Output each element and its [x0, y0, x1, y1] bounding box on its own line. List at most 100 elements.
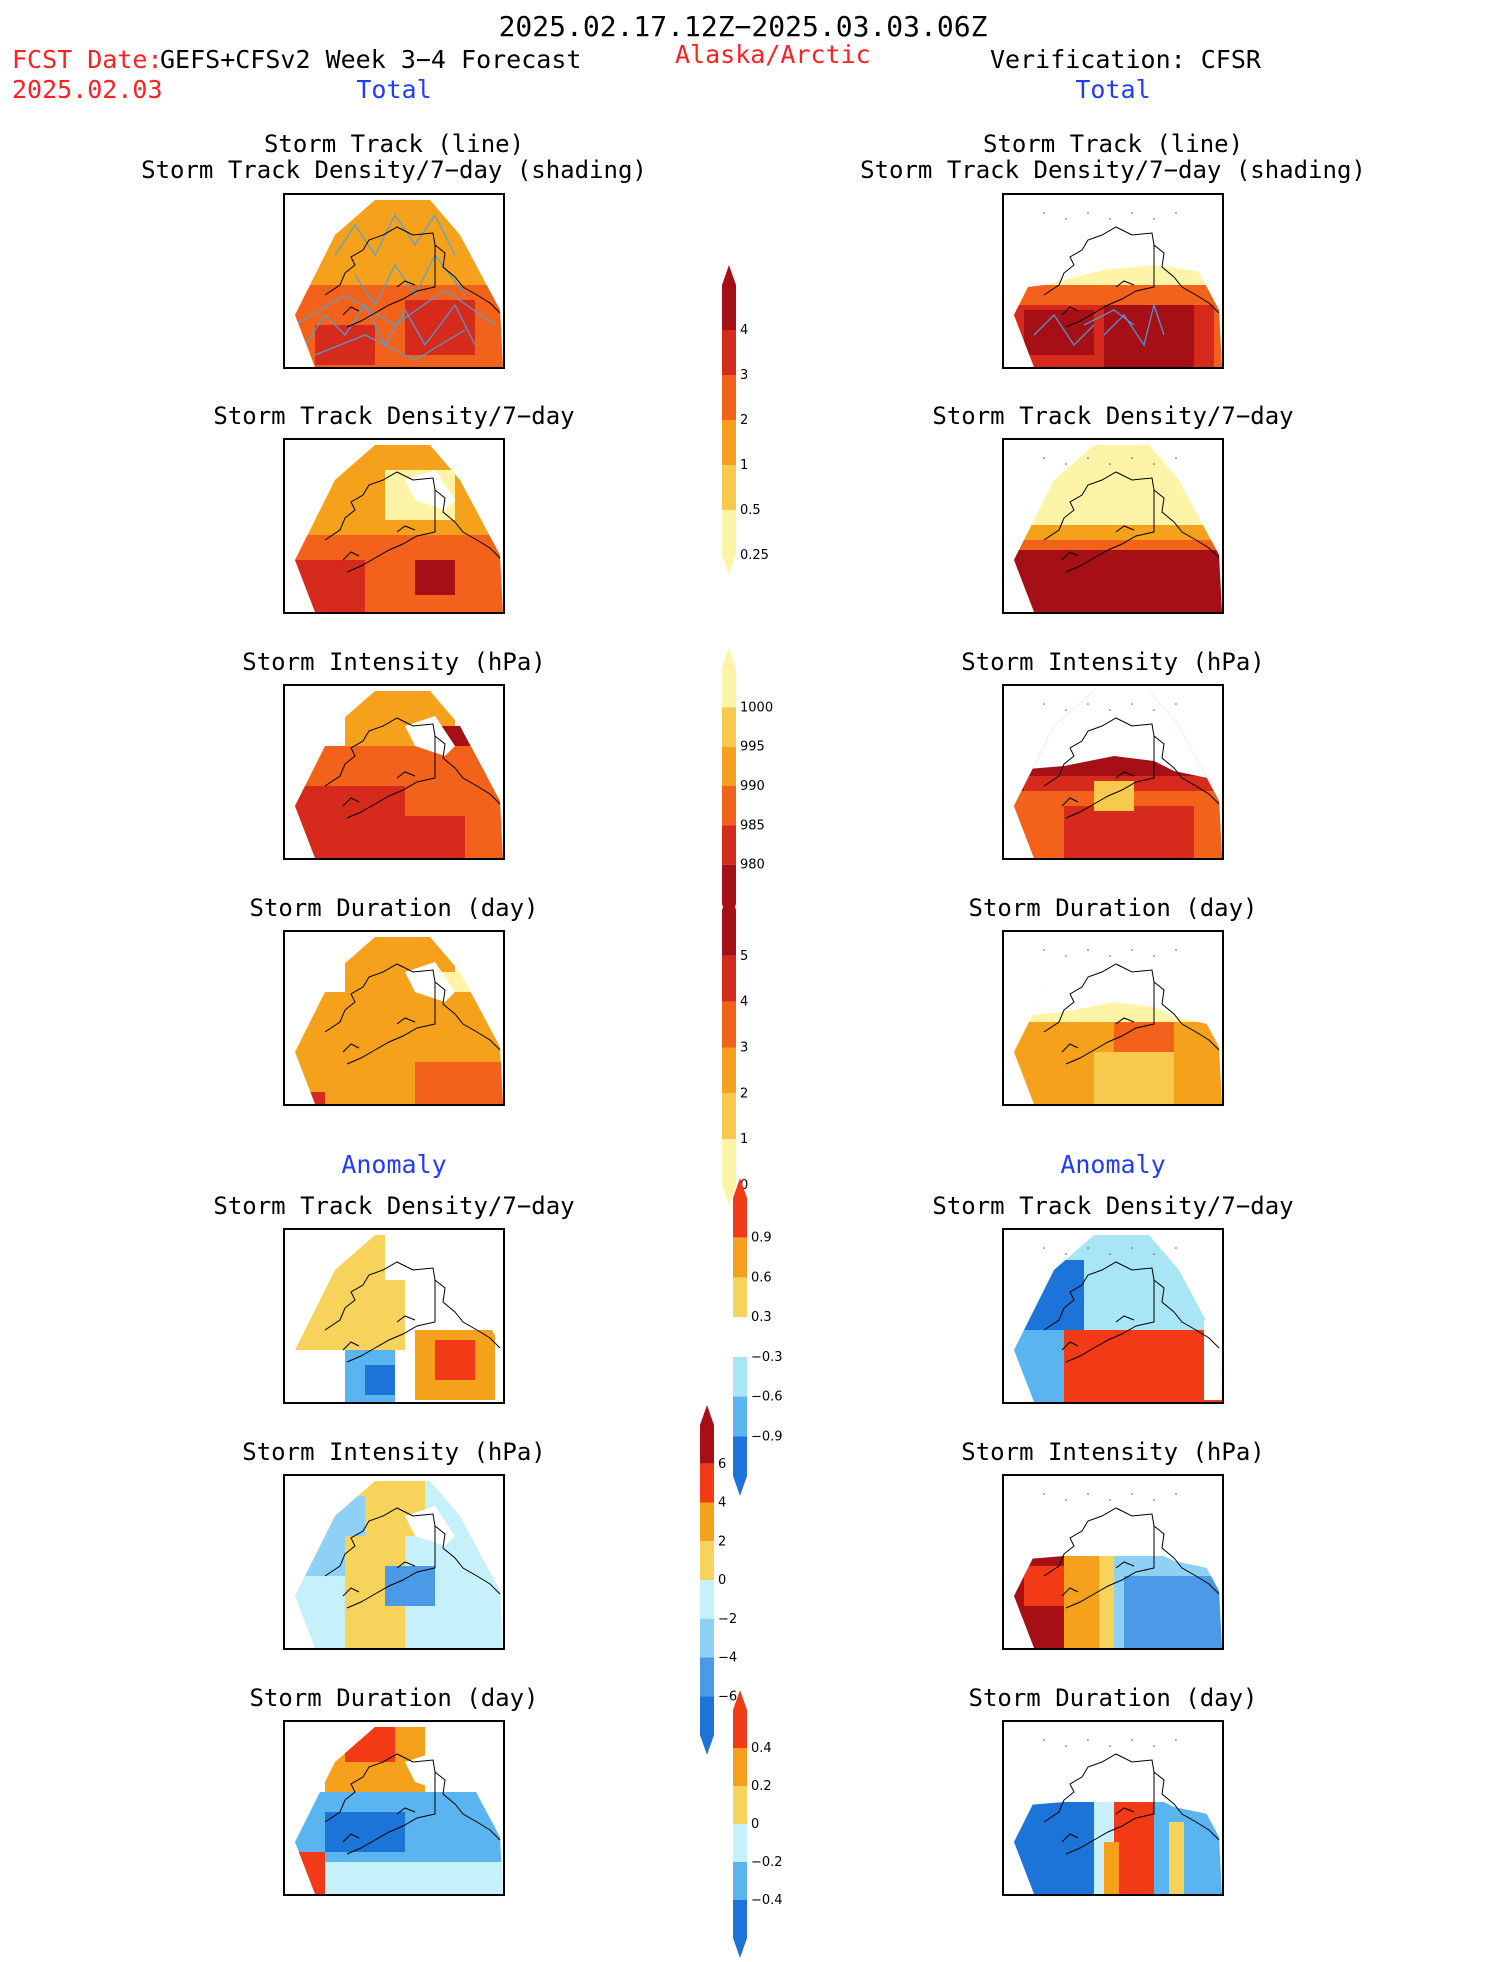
- right-title-duration: Storm Duration (day): [968, 894, 1258, 922]
- colorbar-segment: [733, 1748, 747, 1786]
- right-anomaly-heading: Anomaly: [1060, 1150, 1166, 1179]
- colorbar-bottom-tip: [700, 1735, 714, 1755]
- map-cfsr-intensity-anom: [1002, 1474, 1224, 1650]
- colorbar-tick-label: 0.2: [751, 1779, 772, 1794]
- colorbar-top-tip: [700, 1405, 714, 1425]
- colorbar-segment: [722, 510, 736, 555]
- map-cfsr-duration-anom: [1002, 1720, 1224, 1896]
- colorbar-tick-label: 4: [718, 1496, 726, 1511]
- map-fcst-intensity: [283, 684, 505, 860]
- colorbar-top-tip: [733, 1690, 747, 1710]
- colorbar-tick-label: 1: [740, 458, 748, 473]
- colorbar-segment: [722, 668, 736, 708]
- colorbar-segment: [722, 420, 736, 465]
- colorbar-tick-label: 2: [740, 413, 748, 428]
- colorbar-tick-label: 0: [740, 1178, 748, 1193]
- right-title-intensity-anom: Storm Intensity (hPa): [961, 1438, 1265, 1466]
- colorbar-tick-label: 5: [740, 949, 748, 964]
- colorbar-bottom-tip: [722, 1185, 736, 1205]
- forecast-model-label: GEFS+CFSv2 Week 3−4 Forecast: [160, 45, 582, 74]
- colorbar-tick-label: −0.4: [751, 1893, 783, 1908]
- right-title-track-line: Storm Track (line): [982, 130, 1244, 158]
- fcst-date-label: FCST Date:: [12, 45, 163, 74]
- colorbar-top-tip: [733, 1178, 747, 1198]
- colorbar-segment: [722, 707, 736, 747]
- colorbar-segment: [722, 375, 736, 420]
- colorbar-duration: 5 4 3 2 1 0: [722, 890, 782, 1209]
- colorbar-segment: [700, 1657, 714, 1697]
- colorbar-tick-label: −2: [718, 1612, 737, 1627]
- colorbar-tick-label: 1000: [740, 700, 773, 715]
- left-title-duration-anom: Storm Duration (day): [249, 1684, 539, 1712]
- colorbar-segment: [722, 1047, 736, 1094]
- colorbar-segment: [700, 1425, 714, 1464]
- left-title-intensity: Storm Intensity (hPa): [242, 648, 546, 676]
- colorbar-segment: [733, 1237, 747, 1278]
- map-fcst-duration: [283, 930, 505, 1106]
- colorbar-tick-label: 4: [740, 323, 748, 338]
- colorbar-segment: [722, 465, 736, 510]
- colorbar-bottom-tip: [733, 1938, 747, 1958]
- colorbar-intensity: 1000 995 990 985 980: [722, 648, 782, 928]
- map-fcst-track: [283, 193, 505, 369]
- colorbar-segment: [722, 864, 736, 904]
- map-fcst-density-anom: [283, 1228, 505, 1404]
- colorbar-segment: [722, 910, 736, 956]
- colorbar-tick-label: −0.6: [751, 1390, 783, 1405]
- colorbar-duration-anom: 0.4 0.2 0 −0.2 −0.4: [733, 1690, 793, 1962]
- map-cfsr-density: [1002, 438, 1224, 614]
- colorbar-bottom-tip: [722, 555, 736, 575]
- colorbar-tick-label: 0.3: [751, 1310, 772, 1325]
- left-title-duration: Storm Duration (day): [249, 894, 539, 922]
- colorbar-segment: [733, 1396, 747, 1437]
- colorbar-tick-label: 1: [740, 1132, 748, 1147]
- colorbar-top-tip: [722, 648, 736, 668]
- colorbar-tick-label: 3: [740, 368, 748, 383]
- colorbar-tick-label: 0.6: [751, 1270, 772, 1285]
- left-title-density: Storm Track Density/7−day: [213, 402, 575, 430]
- colorbar-tick-label: 2: [718, 1534, 726, 1549]
- left-title-track-line: Storm Track (line): [263, 130, 525, 158]
- colorbar-tick-label: 6: [718, 1457, 726, 1472]
- colorbar-density-anom: 0.9 0.6 0.3 −0.3 −0.6 −0.9: [733, 1178, 793, 1500]
- colorbar-tick-label: 980: [740, 858, 765, 873]
- left-title-density-anom: Storm Track Density/7−day: [213, 1192, 575, 1220]
- colorbar-segment: [733, 1317, 747, 1357]
- colorbar-segment: [733, 1356, 747, 1397]
- colorbar-tick-label: 0: [751, 1817, 759, 1832]
- colorbar-segment: [733, 1786, 747, 1824]
- verification-label: Verification: CFSR: [990, 45, 1261, 74]
- forecast-period-title: 2025.02.17.12Z−2025.03.03.06Z: [498, 10, 988, 43]
- colorbar-segment: [722, 1093, 736, 1140]
- colorbar-segment: [722, 955, 736, 1002]
- colorbar-segment: [700, 1696, 714, 1735]
- colorbar-segment: [733, 1436, 747, 1476]
- map-cfsr-duration: [1002, 930, 1224, 1106]
- colorbar-top-tip: [722, 890, 736, 910]
- right-title-intensity: Storm Intensity (hPa): [961, 648, 1265, 676]
- colorbar-segment: [733, 1710, 747, 1748]
- colorbar-segment: [733, 1277, 747, 1318]
- colorbar-tick-label: 3: [740, 1041, 748, 1056]
- colorbar-segment: [722, 330, 736, 375]
- colorbar-tick-label: 0: [718, 1573, 726, 1588]
- colorbar-segment: [700, 1541, 714, 1580]
- right-total-heading: Total: [1075, 75, 1151, 104]
- colorbar-tick-label: 2: [740, 1086, 748, 1101]
- colorbar-bottom-tip: [733, 1476, 747, 1496]
- right-title-duration-anom: Storm Duration (day): [968, 1684, 1258, 1712]
- map-fcst-intensity-anom: [283, 1474, 505, 1650]
- colorbar-segment: [733, 1198, 747, 1238]
- region-label: Alaska/Arctic: [675, 40, 871, 69]
- right-title-track-shading: Storm Track Density/7−day (shading): [860, 156, 1366, 184]
- colorbar-tick-label: −6: [718, 1689, 737, 1704]
- colorbar-segment: [722, 1001, 736, 1048]
- left-title-intensity-anom: Storm Intensity (hPa): [242, 1438, 546, 1466]
- map-cfsr-track: [1002, 193, 1224, 369]
- map-cfsr-density-anom: [1002, 1228, 1224, 1404]
- colorbar-segment: [722, 825, 736, 865]
- colorbar-tick-label: 995: [740, 740, 765, 755]
- colorbar-segment: [722, 1139, 736, 1185]
- colorbar-tick-label: −0.9: [751, 1429, 783, 1444]
- left-total-heading: Total: [356, 75, 432, 104]
